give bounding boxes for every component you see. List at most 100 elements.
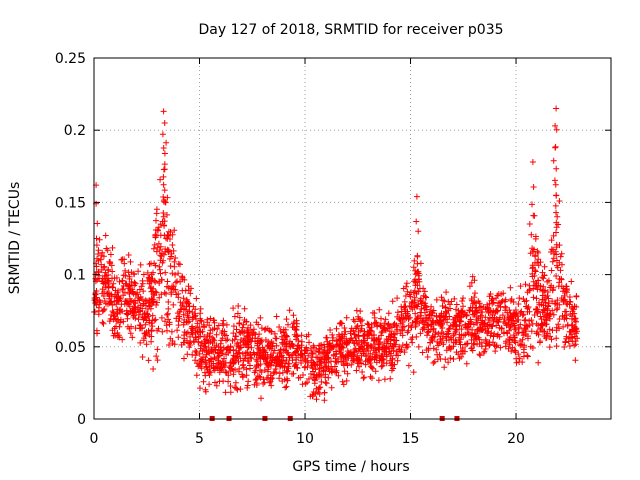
data-point [414, 260, 421, 267]
data-point [93, 263, 100, 270]
data-point [268, 382, 275, 389]
data-point [213, 363, 220, 370]
data-point [237, 386, 244, 393]
data-point [140, 271, 147, 278]
data-point [205, 344, 212, 351]
data-point [253, 376, 260, 382]
data-point [161, 187, 168, 194]
data-point [447, 355, 454, 362]
data-point [98, 261, 105, 268]
data-point [194, 320, 201, 327]
data-point [139, 354, 146, 360]
x-axis-label: GPS time / hours [292, 459, 409, 475]
data-point [168, 289, 175, 296]
data-point [559, 313, 566, 320]
data-point [537, 313, 544, 320]
data-point [181, 305, 188, 312]
data-point [111, 330, 118, 337]
data-point [144, 269, 151, 276]
data-point [122, 267, 129, 274]
data-point [171, 263, 178, 270]
data-point [252, 377, 259, 383]
data-point [549, 307, 556, 314]
data-point [454, 312, 461, 319]
data-point [414, 282, 421, 289]
data-point [507, 284, 514, 291]
data-point [466, 283, 473, 290]
data-point [554, 213, 561, 220]
data-point [130, 270, 137, 277]
data-point [357, 318, 364, 325]
data-point [411, 257, 418, 264]
data-point [384, 338, 391, 345]
data-point [99, 278, 106, 285]
data-point [385, 349, 392, 355]
data-point [101, 298, 108, 304]
data-point [553, 224, 560, 231]
data-point [528, 328, 535, 335]
data-point [235, 303, 242, 309]
data-point [310, 374, 317, 381]
data-point [532, 235, 539, 242]
data-point [227, 383, 234, 389]
data-point [140, 288, 147, 295]
data-point [141, 330, 148, 337]
data-point [293, 332, 300, 339]
data-point [435, 330, 442, 337]
data-point [273, 313, 280, 320]
data-point [468, 279, 475, 286]
data-point [550, 157, 557, 164]
data-point [396, 346, 403, 353]
data-point [255, 335, 261, 342]
data-point [129, 308, 136, 315]
data-point [396, 316, 403, 323]
data-point [455, 351, 462, 358]
data-point [248, 344, 255, 351]
data-point [289, 341, 296, 348]
data-point [271, 369, 278, 375]
data-point [282, 336, 289, 343]
data-point [174, 278, 181, 285]
data-point [453, 323, 460, 330]
data-point [453, 301, 460, 308]
data-point [169, 270, 176, 277]
data-point [141, 310, 148, 316]
data-point [469, 273, 476, 280]
data-point [263, 375, 270, 381]
data-point [257, 355, 264, 362]
data-point [172, 255, 179, 261]
data-point [309, 349, 315, 356]
data-point [392, 341, 399, 348]
data-point [378, 315, 384, 322]
data-point [388, 362, 395, 369]
data-point [107, 251, 114, 258]
data-point [520, 353, 527, 360]
data-point [379, 353, 386, 360]
data-point [544, 292, 551, 299]
data-point [282, 326, 289, 333]
data-point [425, 328, 432, 335]
data-point [558, 295, 565, 302]
data-point [423, 294, 430, 301]
data-point [405, 362, 412, 369]
data-point [276, 375, 283, 382]
x-tick-label: 20 [507, 431, 525, 447]
data-point [389, 361, 396, 368]
data-point [551, 300, 558, 307]
data-point [561, 344, 568, 350]
data-point [230, 330, 237, 337]
data-point [321, 397, 328, 404]
data-point [273, 335, 280, 342]
data-point [126, 282, 133, 288]
data-point [529, 270, 536, 277]
data-point [264, 351, 271, 358]
data-point [311, 371, 318, 378]
data-point [137, 339, 144, 346]
data-point [401, 316, 408, 323]
data-point [161, 150, 168, 157]
data-point [206, 333, 213, 340]
data-point [110, 316, 117, 323]
data-point [442, 304, 449, 311]
data-point [369, 375, 375, 382]
data-point [468, 345, 475, 351]
